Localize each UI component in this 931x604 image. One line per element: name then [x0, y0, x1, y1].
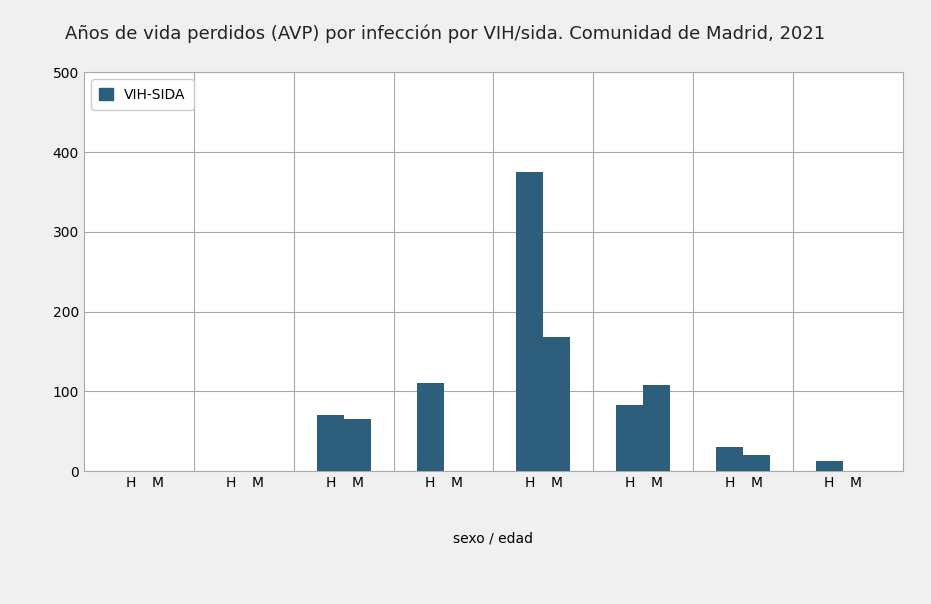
Bar: [743, 455, 770, 471]
Bar: [344, 419, 371, 471]
X-axis label: sexo / edad: sexo / edad: [453, 532, 533, 545]
Bar: [544, 337, 570, 471]
Bar: [816, 461, 843, 471]
Text: Años de vida perdidos (AVP) por infección por VIH/sida. Comunidad de Madrid, 202: Años de vida perdidos (AVP) por infecció…: [65, 24, 825, 43]
Legend: VIH-SIDA: VIH-SIDA: [90, 79, 194, 110]
Bar: [616, 405, 643, 471]
Bar: [517, 172, 544, 471]
Bar: [643, 385, 670, 471]
Bar: [417, 384, 443, 471]
Bar: [716, 447, 743, 471]
Bar: [317, 416, 344, 471]
